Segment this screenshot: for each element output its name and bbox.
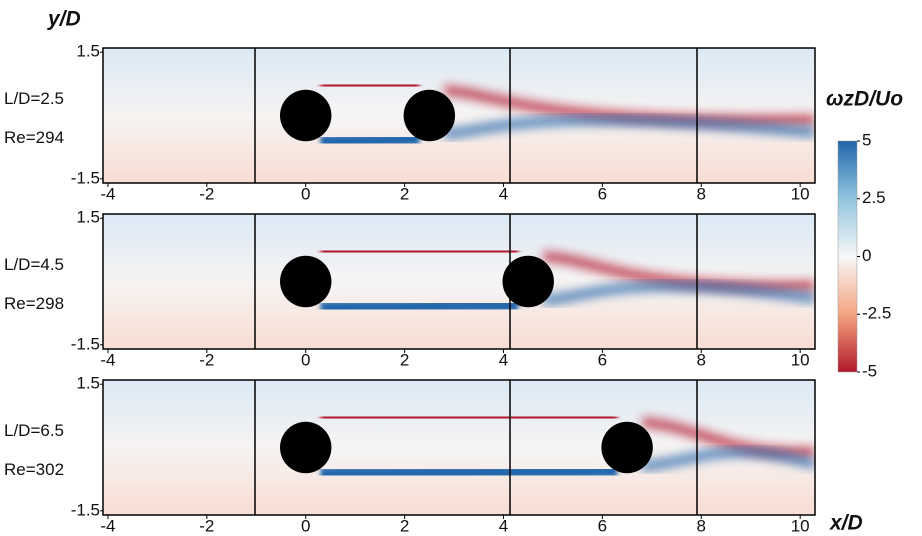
colorbar-tick-label: 0	[862, 246, 871, 265]
panel-frame	[102, 47, 816, 184]
colorbar-tick-label: -2.5	[862, 304, 891, 323]
panel-frame	[102, 213, 816, 350]
panel-annotation: Re=298	[4, 294, 64, 313]
x-tick-label: 4	[499, 516, 508, 535]
x-tick-label: 0	[301, 350, 310, 369]
x-axis-label: x/D	[829, 512, 863, 535]
x-tick-label: 0	[301, 516, 310, 535]
field-fade	[285, 432, 608, 463]
y-tick-label: -1.5	[71, 500, 100, 519]
panel-annotation: Re=294	[4, 128, 64, 147]
cylinder	[280, 89, 332, 142]
panel-annotation: L/D=4.5	[4, 255, 64, 274]
y-tick-label: 1.5	[76, 208, 100, 227]
cylinder	[403, 89, 456, 142]
x-tick-label: -4	[100, 516, 115, 535]
wake-upper	[542, 251, 815, 292]
x-tick-label: 10	[791, 516, 810, 535]
wake-lower	[443, 115, 815, 140]
field	[103, 48, 815, 183]
cylinder	[280, 255, 332, 308]
panel-annotation: L/D=6.5	[4, 421, 64, 440]
x-tick-label: 8	[697, 516, 706, 535]
cylinder	[280, 421, 332, 474]
x-tick-label: 10	[791, 350, 810, 369]
x-tick-label: -2	[199, 184, 214, 203]
x-tick-label: -2	[199, 516, 214, 535]
shear-layer-upper	[320, 78, 420, 93]
y-tick-label: 1.5	[76, 42, 100, 61]
x-tick-label: 6	[598, 350, 607, 369]
wake-upper	[641, 417, 815, 458]
colorbar-tick-label: 5	[862, 130, 871, 149]
colorbar	[837, 140, 858, 373]
shear-layer-upper	[320, 410, 618, 425]
colorbar-label: ωzD/Uo	[826, 88, 903, 111]
panel-annotation: L/D=2.5	[4, 89, 64, 108]
y-tick-label: -1.5	[71, 334, 100, 353]
shear-layer-upper	[320, 244, 519, 259]
y-axis-label: y/D	[47, 8, 81, 31]
wake-lower	[641, 447, 815, 472]
wake-lower	[542, 281, 815, 306]
colorbar-tick-label: -5	[862, 361, 877, 380]
cylinder	[502, 255, 554, 308]
colorbar-tick-label: 2.5	[862, 188, 886, 207]
x-tick-label: 2	[400, 516, 409, 535]
shear-layer-lower	[320, 464, 618, 481]
y-tick-label: -1.5	[71, 168, 100, 187]
panel-frame	[102, 379, 816, 516]
x-tick-label: 6	[598, 184, 607, 203]
panel-annotation: Re=302	[4, 460, 64, 479]
cylinder	[601, 421, 653, 474]
x-tick-label: 0	[301, 184, 310, 203]
x-tick-label: -4	[100, 350, 115, 369]
y-tick-label: 1.5	[76, 374, 100, 393]
x-tick-label: 4	[499, 350, 508, 369]
x-tick-label: 4	[499, 184, 508, 203]
x-tick-label: 2	[400, 350, 409, 369]
shear-layer-lower	[320, 132, 420, 149]
shear-layer-lower	[320, 298, 519, 315]
field	[103, 214, 815, 349]
x-tick-label: 6	[598, 516, 607, 535]
x-tick-label: -4	[100, 184, 115, 203]
field	[103, 380, 815, 515]
x-tick-label: 2	[400, 184, 409, 203]
x-tick-label: 8	[697, 184, 706, 203]
x-tick-label: -2	[199, 350, 214, 369]
x-tick-label: 10	[791, 184, 810, 203]
x-tick-label: 8	[697, 350, 706, 369]
